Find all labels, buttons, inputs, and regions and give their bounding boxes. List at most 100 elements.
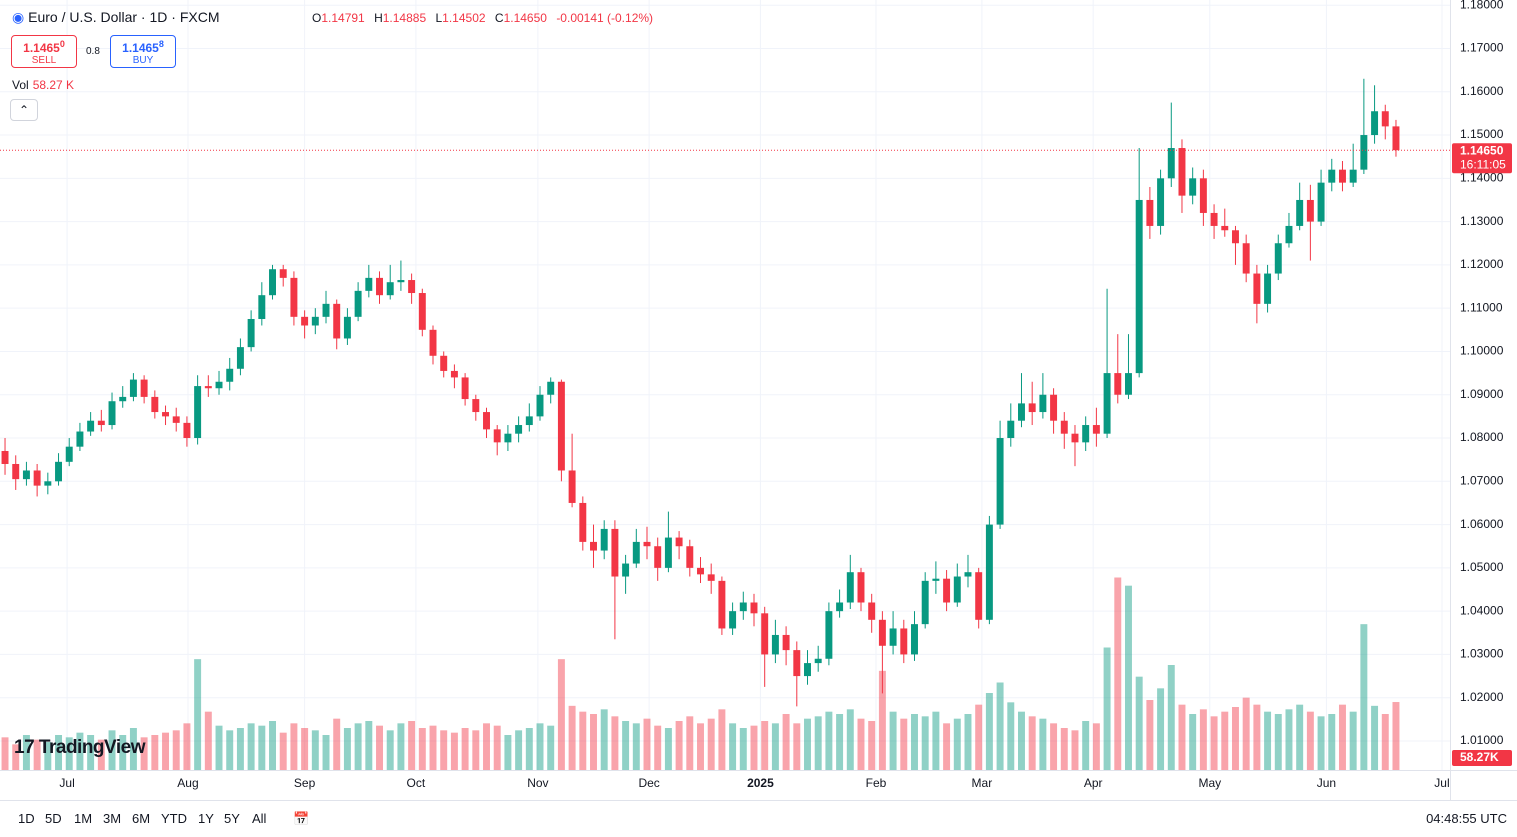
candle-body [215, 381, 223, 389]
candle-body [1221, 225, 1229, 231]
candle-body [600, 528, 608, 551]
range-button[interactable]: 5D [45, 811, 62, 826]
volume-bar [55, 735, 63, 770]
volume-bar [771, 723, 779, 770]
candle-body [354, 290, 362, 317]
candle-body [1253, 273, 1261, 304]
volume-bar [440, 730, 448, 770]
volume-bar [1210, 716, 1218, 770]
range-button[interactable]: YTD [161, 811, 187, 826]
sell-label: SELL [31, 55, 57, 66]
candle-body [750, 602, 758, 614]
volume-bar [1178, 704, 1186, 770]
candle-body [97, 420, 105, 426]
candle-body [878, 619, 886, 646]
range-button[interactable]: 5Y [224, 811, 240, 826]
candle-body [525, 416, 533, 426]
candle-body [269, 269, 276, 296]
candle-body [889, 628, 897, 646]
date-range-icon[interactable]: 📅 [293, 811, 310, 826]
candle-body [1114, 373, 1122, 395]
volume-bar [290, 723, 298, 770]
candle-body [172, 416, 180, 423]
range-button[interactable]: 1D [18, 811, 35, 826]
range-button[interactable]: 3M [103, 811, 122, 826]
candle-body [793, 650, 801, 677]
candle-body [1178, 148, 1186, 196]
volume-legend: Vol 58.27 K [12, 78, 74, 92]
volume-bar [1018, 711, 1025, 770]
candle-body [825, 611, 833, 659]
logo-text: TradingView [38, 737, 146, 758]
candle-body [386, 282, 394, 296]
volume-bar [836, 714, 844, 770]
symbol-title[interactable]: ◉ Euro / U.S. Dollar · 1D · FXCM [12, 9, 220, 25]
range-button[interactable]: All [252, 811, 267, 826]
candle-body [643, 541, 651, 547]
candle-body [301, 316, 309, 326]
candle-body [590, 541, 597, 551]
countdown: 16:11:05 [1460, 157, 1506, 171]
candle-body [76, 431, 84, 447]
candle-body [44, 481, 52, 486]
candle-body [22, 470, 30, 480]
candle-body [1199, 178, 1207, 213]
volume-bar [472, 730, 480, 770]
volume-bar [1060, 728, 1068, 770]
range-button[interactable]: 1M [74, 811, 93, 826]
x-tick-label: Jul [1434, 776, 1449, 790]
candle-body [622, 563, 630, 577]
candle-body [1039, 394, 1047, 413]
range-button[interactable]: 1Y [198, 811, 214, 826]
volume-bar [183, 723, 191, 770]
candle-body [836, 602, 844, 612]
ohlc-legend: O1.14791 H1.14885 L1.14502 C1.14650 -0.0… [312, 11, 659, 25]
volume-bar [1199, 709, 1207, 770]
volume-bar [686, 716, 694, 770]
candle-body [739, 602, 747, 612]
candle-body [12, 463, 20, 480]
axis-panel [1450, 0, 1517, 800]
candle-body [343, 316, 351, 339]
candle-body [1285, 225, 1293, 244]
collapse-button[interactable]: ⌃ [10, 99, 38, 121]
candle-body [964, 572, 972, 577]
range-button[interactable]: 6M [132, 811, 151, 826]
volume-bar [129, 728, 137, 770]
volume-bar [911, 714, 918, 770]
volume-bar [247, 723, 255, 770]
volume-bar [418, 728, 426, 770]
volume-bar [1167, 665, 1175, 770]
candle-body [1210, 212, 1218, 226]
volume-bar [1157, 688, 1165, 770]
volume-bar [461, 728, 469, 770]
y-tick-label: 1.01000 [1460, 733, 1504, 747]
volume-bar [333, 718, 341, 770]
candle-body [1306, 199, 1314, 222]
volume-bar [279, 732, 287, 770]
volume-bar [151, 735, 159, 770]
y-tick-label: 1.04000 [1460, 603, 1504, 617]
sell-button[interactable]: 1.14650 SELL [11, 35, 77, 68]
volume-bar [429, 725, 437, 770]
change: -0.00141 (-0.12%) [556, 11, 654, 25]
volume-bar [1114, 577, 1122, 770]
o-label: O [312, 11, 322, 25]
volume-bar [194, 659, 202, 770]
volume-bar [236, 728, 244, 770]
x-tick-label: Aug [177, 776, 198, 790]
candle-body [1060, 420, 1068, 434]
buy-button[interactable]: 1.14658 BUY [110, 35, 176, 68]
y-tick-label: 1.10000 [1460, 344, 1504, 358]
volume-bar [343, 728, 351, 770]
volume-bar [643, 718, 651, 770]
volume-bar [600, 709, 608, 770]
candle-body [1125, 373, 1132, 395]
y-tick-label: 1.14000 [1460, 170, 1504, 184]
candle-body [333, 303, 341, 339]
candle-body [322, 303, 330, 317]
chart: 1.01000 1.02000 1.03000 1.04000 1.05000 1.060… [0, 0, 1517, 800]
volume-bar [1189, 714, 1197, 770]
volume-bar [119, 735, 127, 770]
candle-body [675, 537, 683, 547]
